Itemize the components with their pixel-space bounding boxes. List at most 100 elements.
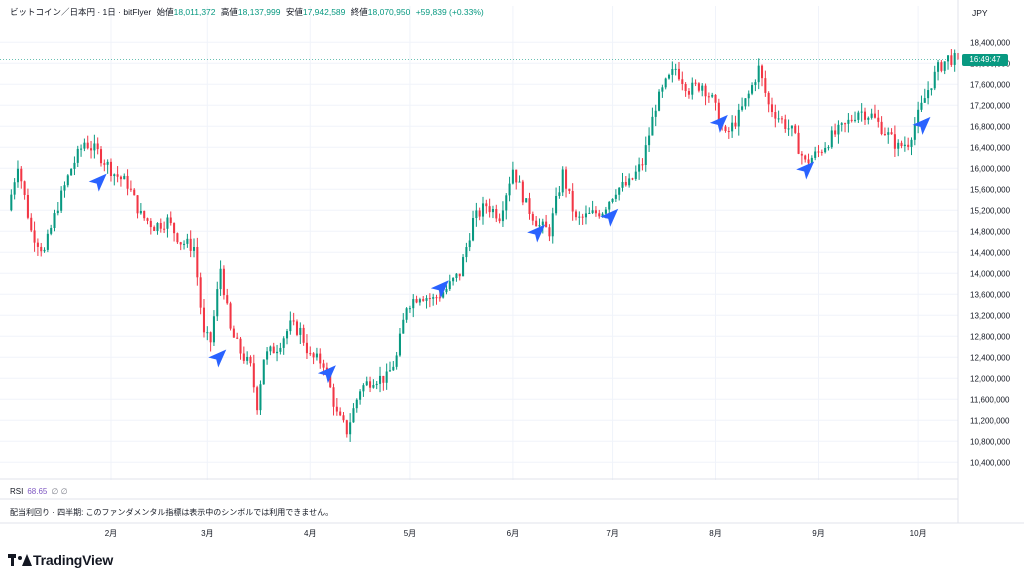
y-tick-label: 18,400,000 (970, 38, 1011, 47)
candle (508, 176, 511, 202)
candle-body (43, 249, 46, 252)
candle (764, 70, 767, 97)
candle-body (535, 220, 538, 227)
y-tick-label: 11,200,000 (970, 416, 1010, 425)
candle (910, 137, 913, 156)
candle (372, 379, 375, 389)
candle-body (664, 78, 667, 88)
candle (711, 92, 714, 99)
candle (305, 334, 308, 360)
y-tick-label: 17,600,000 (970, 80, 1011, 89)
candle-body (850, 119, 853, 121)
candle-body (661, 87, 664, 92)
candle-body (501, 210, 504, 222)
candle (219, 260, 222, 296)
candle-body (558, 192, 561, 196)
candle-body (933, 71, 936, 89)
candle-body (927, 90, 930, 99)
candle-body (90, 148, 93, 151)
candle (472, 210, 475, 242)
candle-body (495, 209, 498, 219)
candle-body (123, 175, 126, 180)
candle (196, 237, 199, 286)
candle-body (432, 297, 435, 299)
candle (232, 325, 235, 338)
candle-body (594, 210, 597, 214)
candle (501, 201, 504, 227)
candle (780, 115, 783, 124)
candle-body (638, 164, 641, 172)
candle (465, 242, 468, 263)
candle (359, 389, 362, 405)
candle-body (528, 198, 531, 214)
candle-body (498, 218, 501, 222)
candle (578, 211, 581, 225)
candle-body (109, 161, 113, 177)
candle (651, 107, 654, 136)
candle (638, 157, 641, 180)
candle-body (395, 355, 398, 367)
candle-body (863, 111, 867, 120)
candle (279, 342, 282, 355)
candle (535, 216, 538, 227)
candle (455, 273, 458, 282)
candle (176, 232, 179, 244)
candle-body (192, 247, 196, 251)
candle (402, 313, 405, 334)
candle (355, 398, 358, 413)
candle (897, 139, 900, 157)
close-value: 18,070,950 (367, 7, 411, 17)
candle-body (143, 210, 146, 219)
candle (40, 242, 43, 257)
candle (797, 125, 800, 155)
currency-label[interactable]: JPY (972, 8, 988, 18)
candle-body (176, 233, 179, 243)
candle (116, 166, 119, 183)
y-tick-label: 11,600,000 (970, 395, 1010, 404)
candle-body (442, 292, 445, 298)
candle (109, 158, 113, 182)
candle-body (186, 238, 189, 244)
candle-body (601, 213, 604, 217)
candle-body (897, 142, 900, 149)
candle (837, 120, 840, 144)
candle (521, 179, 524, 206)
candle-body (930, 88, 933, 91)
rsi-visibility-icons[interactable]: ∅ ∅ (51, 487, 68, 496)
candle (495, 204, 498, 223)
y-tick-label: 16,000,000 (970, 164, 1011, 173)
candle (784, 114, 787, 133)
candle-body (923, 98, 926, 103)
candle-body (295, 321, 299, 335)
candle-body (844, 123, 847, 125)
candle-body (505, 195, 508, 211)
candle-body (857, 112, 860, 120)
candle-body (684, 84, 687, 92)
change-value: +59,839 (+0.33%) (415, 7, 484, 17)
candle (913, 117, 916, 146)
candle-body (787, 128, 790, 130)
chart-grid (0, 6, 958, 480)
candle-body (478, 210, 481, 217)
candle (953, 49, 956, 72)
candle (800, 151, 803, 165)
rsi-legend[interactable]: RSI 68.65 ∅ ∅ (10, 487, 68, 496)
tradingview-logo[interactable]: TradingView (8, 552, 113, 568)
candle-body (724, 126, 727, 132)
brand-name: TradingView (33, 552, 114, 568)
y-tick-label: 15,600,000 (970, 185, 1011, 194)
candle-body (481, 203, 485, 217)
candle (618, 187, 621, 201)
candle-body (727, 131, 730, 133)
candle-body (388, 370, 392, 372)
candle-body (860, 111, 863, 113)
candle-body (139, 210, 142, 214)
symbol-title[interactable]: ビットコイン／日本円 · 1日 · bitFlyer (10, 7, 152, 17)
y-tick-label: 16,800,000 (970, 122, 1011, 131)
candle-body (445, 289, 448, 293)
candle-body (837, 124, 840, 135)
candle (545, 214, 548, 228)
candle (481, 196, 485, 225)
candle (863, 107, 867, 125)
